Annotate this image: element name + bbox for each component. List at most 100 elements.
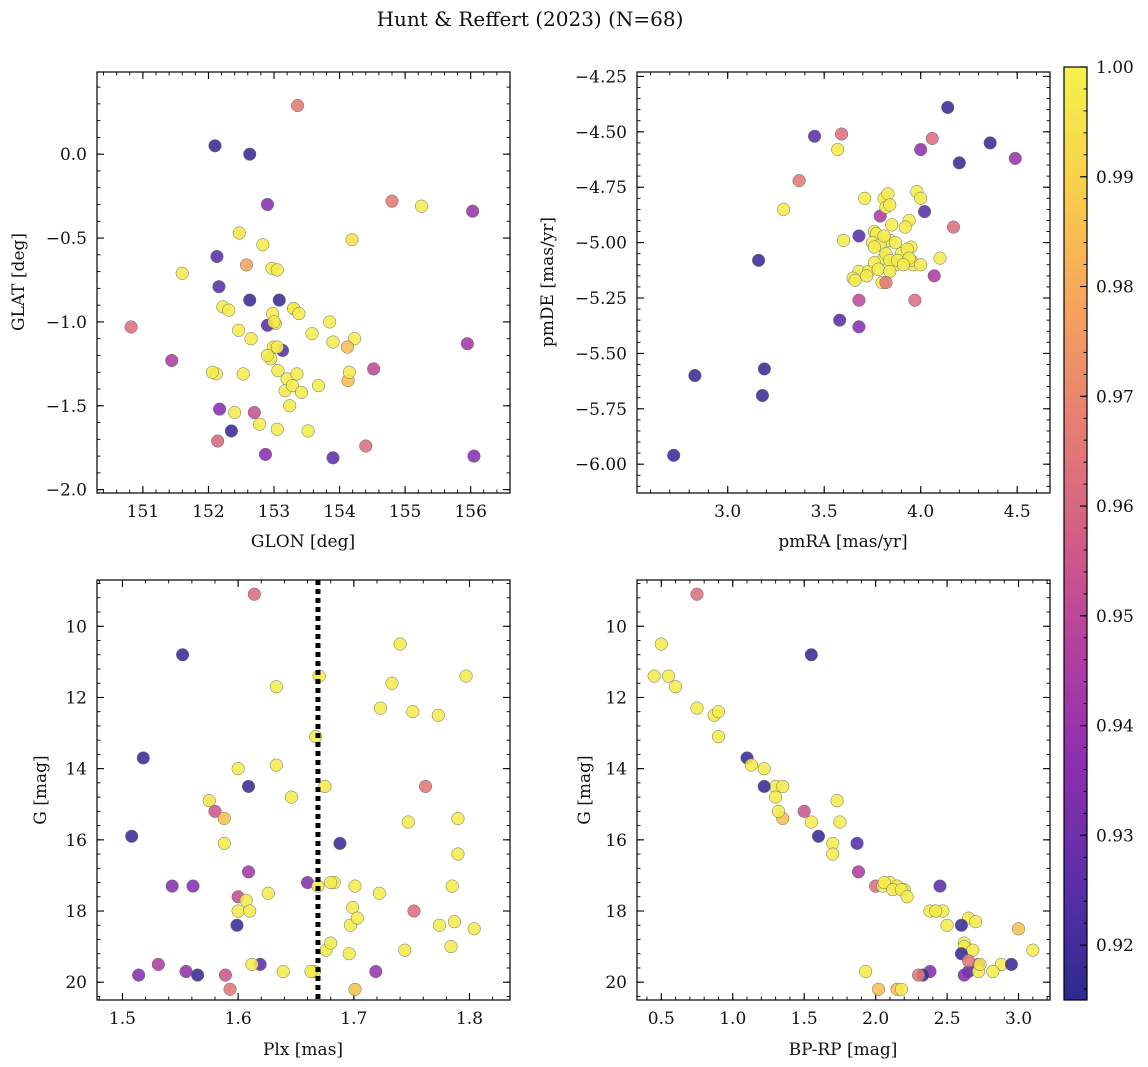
scatter-point [350,911,364,925]
y-tick-label: −6.00 [575,455,627,475]
y-tick-label: 16 [605,831,627,851]
scatter-point [132,968,146,982]
scatter-point [236,367,250,381]
colorbar-tick-label: 0.92 [1096,936,1134,956]
scatter-point [850,836,864,850]
scatter-point [165,879,179,893]
scatter-point [222,303,236,317]
scatter-point [239,258,254,272]
scatter-point [228,405,242,420]
scatter-point [804,815,818,829]
y-tick-label: 0.0 [60,145,87,165]
scatter-point [871,262,885,276]
scatter-point [451,811,465,826]
scatter-points [125,587,481,996]
scatter-point [232,226,246,240]
scatter-point [460,337,474,351]
scatter-point [407,904,421,918]
scatter-point [124,320,138,334]
scatter-point [326,335,340,349]
scatter-point [852,229,866,243]
y-tick-label: 20 [65,973,87,993]
scatter-point [324,936,338,950]
scatter-point [414,199,429,213]
scatter-point [326,451,340,465]
colorbar-tick-label: 0.99 [1096,168,1134,188]
scatter-point [836,233,851,247]
scatter-point [231,904,245,918]
scatter-point [393,637,407,651]
scatter-point [757,362,771,376]
scatter-point [241,865,256,879]
scatter-point [835,127,849,141]
x-tick-label: 151 [127,502,159,522]
scatter-point [929,904,943,918]
y-tick-label: −0.5 [46,229,87,249]
scatter-point [244,332,258,346]
scatter-point [690,587,704,601]
scatter-point [285,379,299,393]
scatter-point [247,587,261,601]
y-tick-label: −4.25 [575,67,627,87]
scatter-point [243,904,257,918]
y-tick-label: −2.0 [46,481,87,501]
scatter-point [269,680,283,694]
x-tick-label: 1.5 [791,1009,818,1029]
scatter-point [230,918,244,932]
scatter-point [769,790,783,804]
y-tick-label: 10 [605,617,627,637]
x-tick-label: 1.7 [340,1009,367,1029]
scatter-point [883,198,897,212]
y-tick-label: −5.50 [575,344,627,364]
scatter-point [447,915,462,929]
scatter-point [218,968,232,982]
scatter-point [269,758,283,772]
y-tick-label: −5.00 [575,234,627,254]
scatter-point [957,968,971,982]
scatter-point [290,367,304,381]
scatter-point [711,705,726,719]
scatter-point [881,187,895,201]
scatter-point [284,790,298,804]
scatter-point [179,964,193,979]
scatter-point [292,306,306,321]
scatter-point [898,220,912,234]
x-tick-label: 2.5 [934,1009,961,1029]
scatter-point [859,964,873,979]
scatter-point [151,957,165,971]
scatter-point [318,779,332,793]
scatter-point [243,293,257,307]
scatter-point [654,637,668,651]
scatter-point [305,327,319,341]
scatter-point [342,947,356,961]
scatter-point [385,194,399,208]
figure-title: Hunt & Reffert (2023) (N=68) [377,7,684,31]
scatter-point [833,313,847,327]
colorbar-tick-label: 0.97 [1096,387,1134,407]
x-tick-label: 1.5 [109,1009,136,1029]
scatter-point [879,275,893,290]
scatter-point [961,954,976,968]
scatter-point [927,269,941,283]
x-tick-label: 1.8 [456,1009,483,1029]
colorbar-tick-label: 0.95 [1096,607,1134,627]
scatter-point [323,315,337,329]
x-axis-label: GLON [deg] [251,532,355,552]
scatter-point [908,293,922,307]
y-tick-label: 18 [65,902,87,922]
scatter-point [940,918,954,932]
scatter-point [175,266,189,280]
scatter-points [667,100,1022,462]
scatter-point [755,388,769,403]
scatter-point [896,258,910,272]
scatter-point [267,315,281,329]
scatter-point [205,365,219,379]
scatter-point [304,964,318,979]
scatter-point [401,815,415,829]
scatter-point [359,439,373,453]
scatter-point [176,648,190,662]
scatter-point [301,424,315,438]
scatter-point [398,943,412,957]
scatter-point [894,982,908,996]
colorbar-tick-label: 0.94 [1096,717,1134,737]
